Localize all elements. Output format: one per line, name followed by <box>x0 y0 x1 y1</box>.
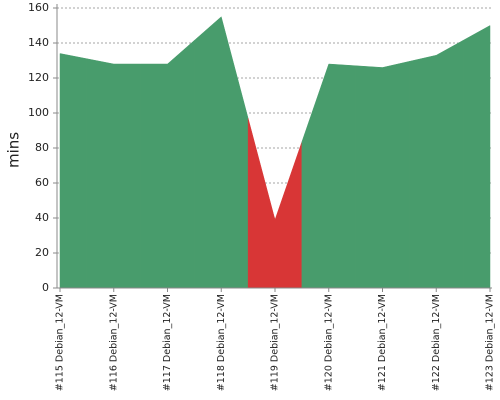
area-segment <box>462 25 491 289</box>
y-tick-label: 160 <box>28 1 49 14</box>
area-segment <box>59 53 88 289</box>
y-tick-label: 100 <box>28 106 49 119</box>
x-tick-label: #118 Debian_12-VM <box>216 294 227 391</box>
x-tick-label: #123 Debian_12-VM <box>485 294 496 391</box>
y-tick-label: 40 <box>35 211 49 224</box>
area-segment <box>355 61 410 289</box>
x-tick-label: #117 Debian_12-VM <box>162 294 173 391</box>
x-tick-label: #120 Debian_12-VM <box>323 294 334 391</box>
x-tick-label: #119 Debian_12-VM <box>270 294 281 391</box>
y-tick-label: 20 <box>35 246 49 259</box>
area-segment <box>140 39 195 289</box>
y-tick-label: 140 <box>28 36 49 49</box>
y-tick-label: 0 <box>42 281 49 294</box>
y-axis-label: mins <box>5 132 23 168</box>
x-tick-label: #115 Debian_12-VM <box>55 294 66 391</box>
x-tick-label: #116 Debian_12-VM <box>108 294 119 391</box>
area-segment <box>86 58 141 289</box>
y-tick-label: 80 <box>35 141 49 154</box>
x-tick-label: #122 Debian_12-VM <box>431 294 442 391</box>
area-segment <box>409 39 464 289</box>
x-tick-label: #121 Debian_12-VM <box>377 294 388 391</box>
y-tick-label: 60 <box>35 176 49 189</box>
y-tick-label: 120 <box>28 71 49 84</box>
